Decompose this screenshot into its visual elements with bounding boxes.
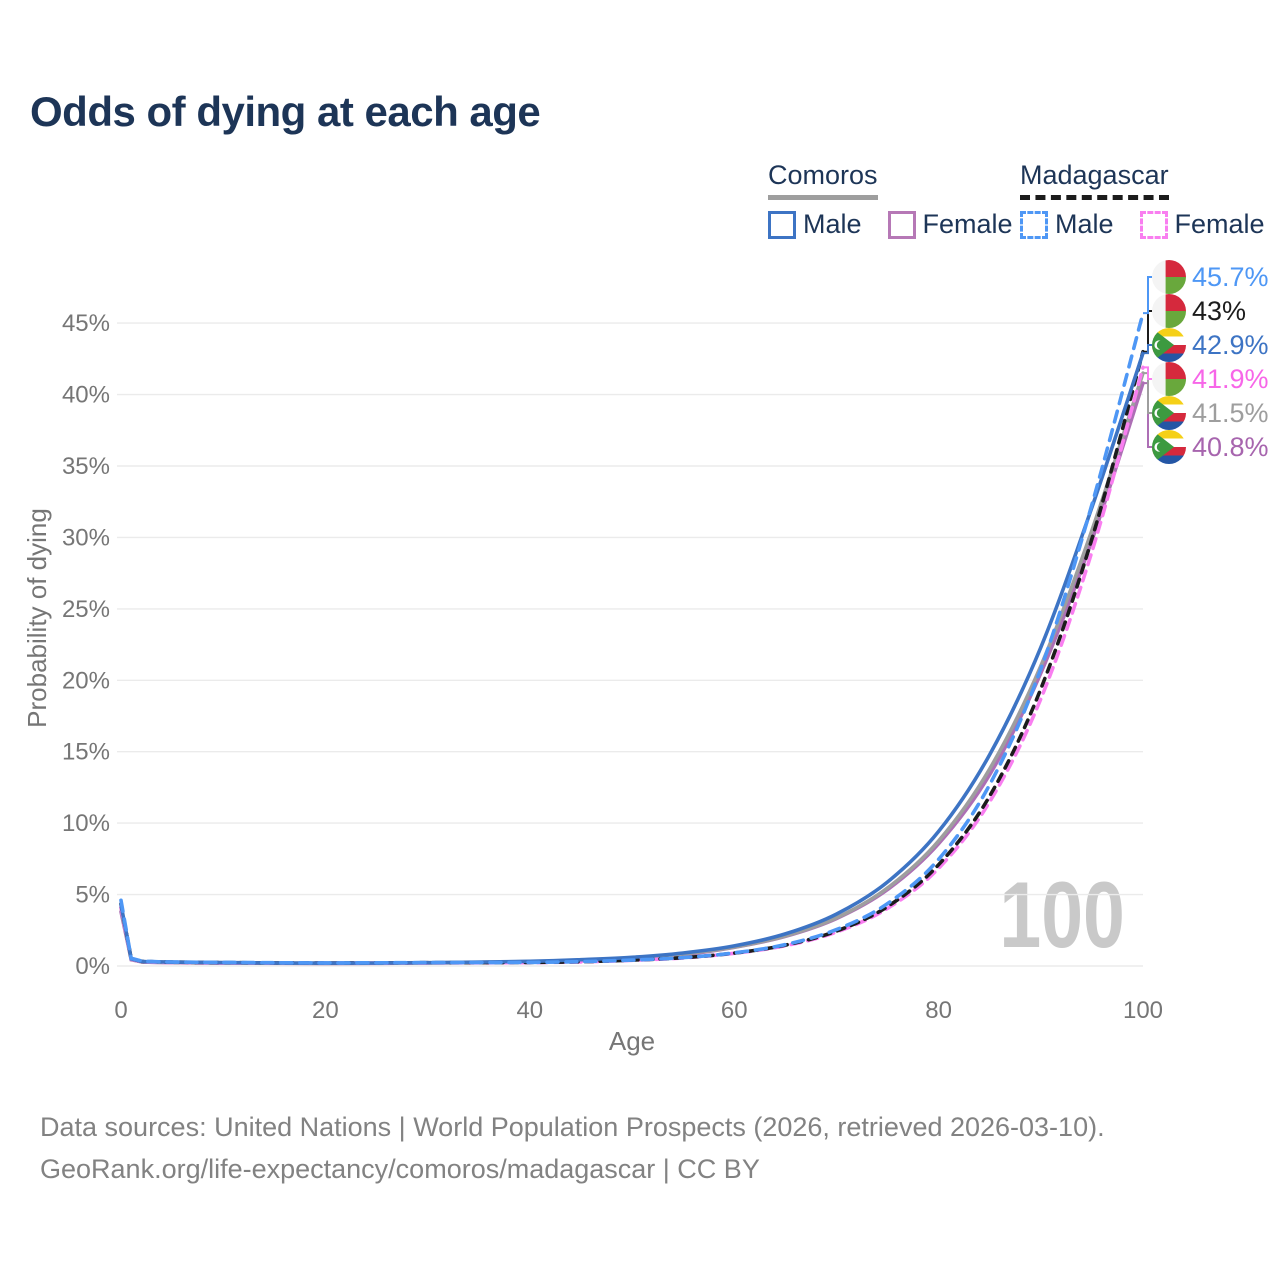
flag-icon-comoros <box>1152 328 1186 362</box>
series-line-madagascar_female[interactable] <box>119 365 1145 965</box>
series-line-madagascar_both[interactable] <box>119 349 1145 965</box>
legend-item-comoros-male-label: Male <box>803 209 862 239</box>
legend-group-madagascar: Madagascar Male Female <box>1020 160 1280 240</box>
gridlines <box>117 322 1143 967</box>
legend-group-comoros: Comoros Male Female <box>768 160 1039 240</box>
end-label-leader-comoros_both <box>1143 372 1152 414</box>
end-label-value-comoros_both: 41.5% <box>1192 398 1269 428</box>
y-tick-20: 20% <box>62 667 110 694</box>
y-tick-0: 0% <box>75 953 110 980</box>
end-label-value-madagascar_both: 43% <box>1192 296 1246 326</box>
legend-item-madagascar-female-label: Female <box>1174 209 1265 239</box>
flag-icon-madagascar <box>1152 294 1186 328</box>
x-axis-title: Age <box>609 1026 655 1056</box>
series-line-comoros_both[interactable] <box>119 371 1145 966</box>
x-tick-60: 60 <box>721 997 748 1024</box>
x-tick-20: 20 <box>312 997 339 1024</box>
y-tick-15: 15% <box>62 739 110 766</box>
legend-country-comoros-label: Comoros <box>768 160 878 190</box>
series-line-comoros_male[interactable] <box>119 351 1145 965</box>
legend-swatch-madagascar-female <box>1139 210 1168 239</box>
end-label-value-comoros_male: 42.9% <box>1192 330 1269 360</box>
legend-country-madagascar[interactable]: Madagascar <box>1020 160 1169 200</box>
end-label-value-madagascar_female: 41.9% <box>1192 364 1269 394</box>
legend-item-comoros-male[interactable]: Male <box>768 209 862 240</box>
end-label-leader-madagascar_male <box>1143 276 1152 315</box>
flag-icon-comoros <box>1152 430 1186 464</box>
hover-age-watermark: 100 <box>999 862 1125 967</box>
legend-item-madagascar-female[interactable]: Female <box>1139 209 1265 240</box>
y-tick-45: 45% <box>62 310 110 337</box>
x-tick-0: 0 <box>114 997 127 1024</box>
legend-item-comoros-female-label: Female <box>922 209 1013 239</box>
series-line-madagascar_male[interactable] <box>119 311 1145 965</box>
y-tick-5: 5% <box>75 882 110 909</box>
legend-item-comoros-female[interactable]: Female <box>887 209 1013 240</box>
legend-item-madagascar-male[interactable]: Male <box>1020 209 1114 240</box>
y-axis-title: Probability of dying <box>22 508 52 728</box>
footer-sources-line: Data sources: United Nations | World Pop… <box>40 1112 1105 1142</box>
legend-swatch-comoros-female <box>887 210 916 239</box>
y-tick-40: 40% <box>62 382 110 409</box>
flag-icon-madagascar <box>1152 362 1186 396</box>
y-tick-25: 25% <box>62 596 110 623</box>
flag-icon-comoros <box>1152 396 1186 430</box>
end-label-leader-comoros_male <box>1143 344 1152 355</box>
x-tick-100: 100 <box>1123 997 1163 1024</box>
footer: Data sources: United Nations | World Pop… <box>40 1106 1105 1190</box>
series-end-labels: 40.8% 41.5% 41.9% 43% 42.9% 45.7% <box>1143 260 1269 464</box>
flag-icon-madagascar <box>1152 260 1186 294</box>
axis-labels: 0% 5% 10% 15% 20% 25% 30% 35% 40% 45% 0 20 40 60 80 100… <box>22 310 1163 1056</box>
end-label-leader-madagascar_female <box>1143 366 1152 380</box>
legend-country-comoros[interactable]: Comoros <box>768 160 878 200</box>
end-label-value-comoros_female: 40.8% <box>1192 432 1269 462</box>
x-tick-80: 80 <box>925 997 952 1024</box>
series-lines <box>119 311 1145 966</box>
legend-item-madagascar-male-label: Male <box>1055 209 1114 239</box>
legend-country-madagascar-label: Madagascar <box>1020 160 1169 190</box>
footer-attribution-line: GeoRank.org/life-expectancy/comoros/mada… <box>40 1154 760 1184</box>
legend-swatch-comoros-male <box>768 210 796 239</box>
y-tick-35: 35% <box>62 453 110 480</box>
page-title: Odds of dying at each age <box>30 88 541 135</box>
x-tick-40: 40 <box>516 997 543 1024</box>
y-tick-30: 30% <box>62 524 110 551</box>
end-label-leader-comoros_female <box>1143 382 1152 448</box>
series-line-comoros_female[interactable] <box>119 381 1145 966</box>
legend-swatch-madagascar-male <box>1020 210 1048 239</box>
y-tick-10: 10% <box>62 810 110 837</box>
end-label-value-madagascar_male: 45.7% <box>1192 262 1269 292</box>
end-label-leader-madagascar_both <box>1143 310 1152 353</box>
